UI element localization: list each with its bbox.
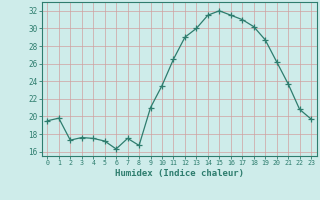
X-axis label: Humidex (Indice chaleur): Humidex (Indice chaleur) [115,169,244,178]
